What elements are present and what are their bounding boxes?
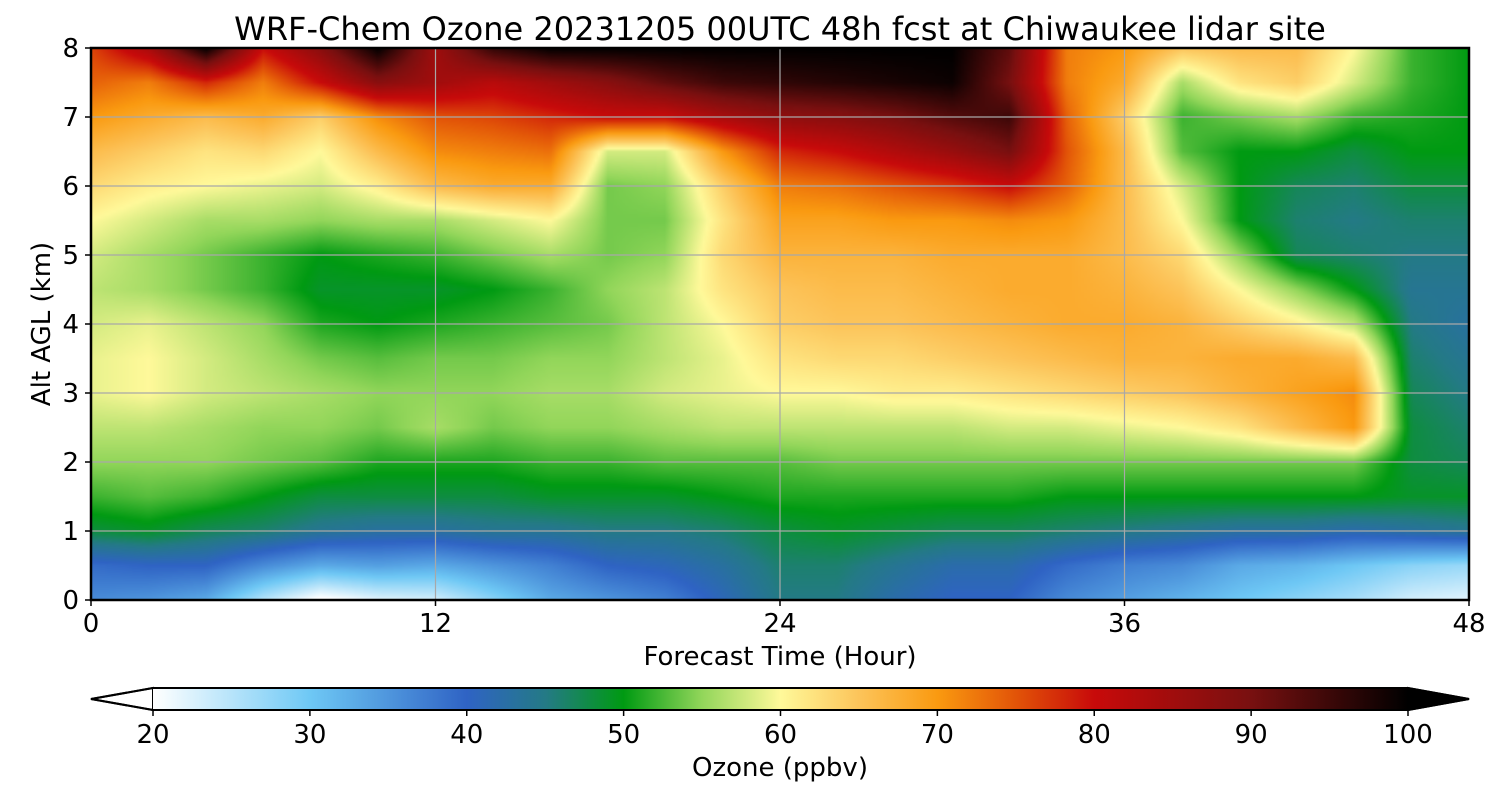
x-tick-label: 36 [1108,609,1141,639]
colorbar-tick-label: 20 [136,720,169,750]
y-tick-label: 7 [62,103,79,133]
y-tick-label: 0 [62,586,79,616]
x-tick-label: 48 [1452,609,1485,639]
x-axis-label: Forecast Time (Hour) [643,642,916,672]
x-axis: 0 12 24 36 48 [83,600,1486,639]
y-axis: 0 1 2 3 4 5 6 7 8 [62,34,91,616]
chart-title: WRF-Chem Ozone 20231205 00UTC 48h fcst a… [234,10,1326,48]
gridlines [91,48,1469,600]
colorbar-body [153,688,1408,710]
colorbar-extend-low [90,686,154,712]
colorbar-tick-label: 80 [1078,720,1111,750]
x-tick-label: 0 [83,609,100,639]
colorbar-tick-label: 100 [1383,720,1433,750]
y-tick-label: 1 [62,517,79,547]
colorbar-label: Ozone (ppbv) [692,753,868,783]
x-tick-label: 24 [763,609,796,639]
plot-area [89,46,1471,602]
colorbar-tick-label: 90 [1235,720,1268,750]
colorbar: 20 30 40 50 60 70 80 90 100 Ozone (ppbv) [90,686,1470,783]
y-tick-label: 4 [62,310,79,340]
y-tick-label: 3 [62,379,79,409]
colorbar-tick-label: 40 [450,720,483,750]
y-axis-label: Alt AGL (km) [27,242,57,406]
colorbar-tick-label: 60 [764,720,797,750]
x-tick-label: 12 [419,609,452,639]
colorbar-tick-label: 50 [607,720,640,750]
colorbar-extend-high [1407,686,1470,712]
colorbar-tick-label: 30 [293,720,326,750]
y-tick-label: 6 [62,172,79,202]
y-tick-label: 2 [62,448,79,478]
colorbar-tick-label: 70 [921,720,954,750]
y-tick-label: 5 [62,241,79,271]
y-tick-label: 8 [62,34,79,64]
colorbar-ticks: 20 30 40 50 60 70 80 90 100 [136,710,1433,750]
